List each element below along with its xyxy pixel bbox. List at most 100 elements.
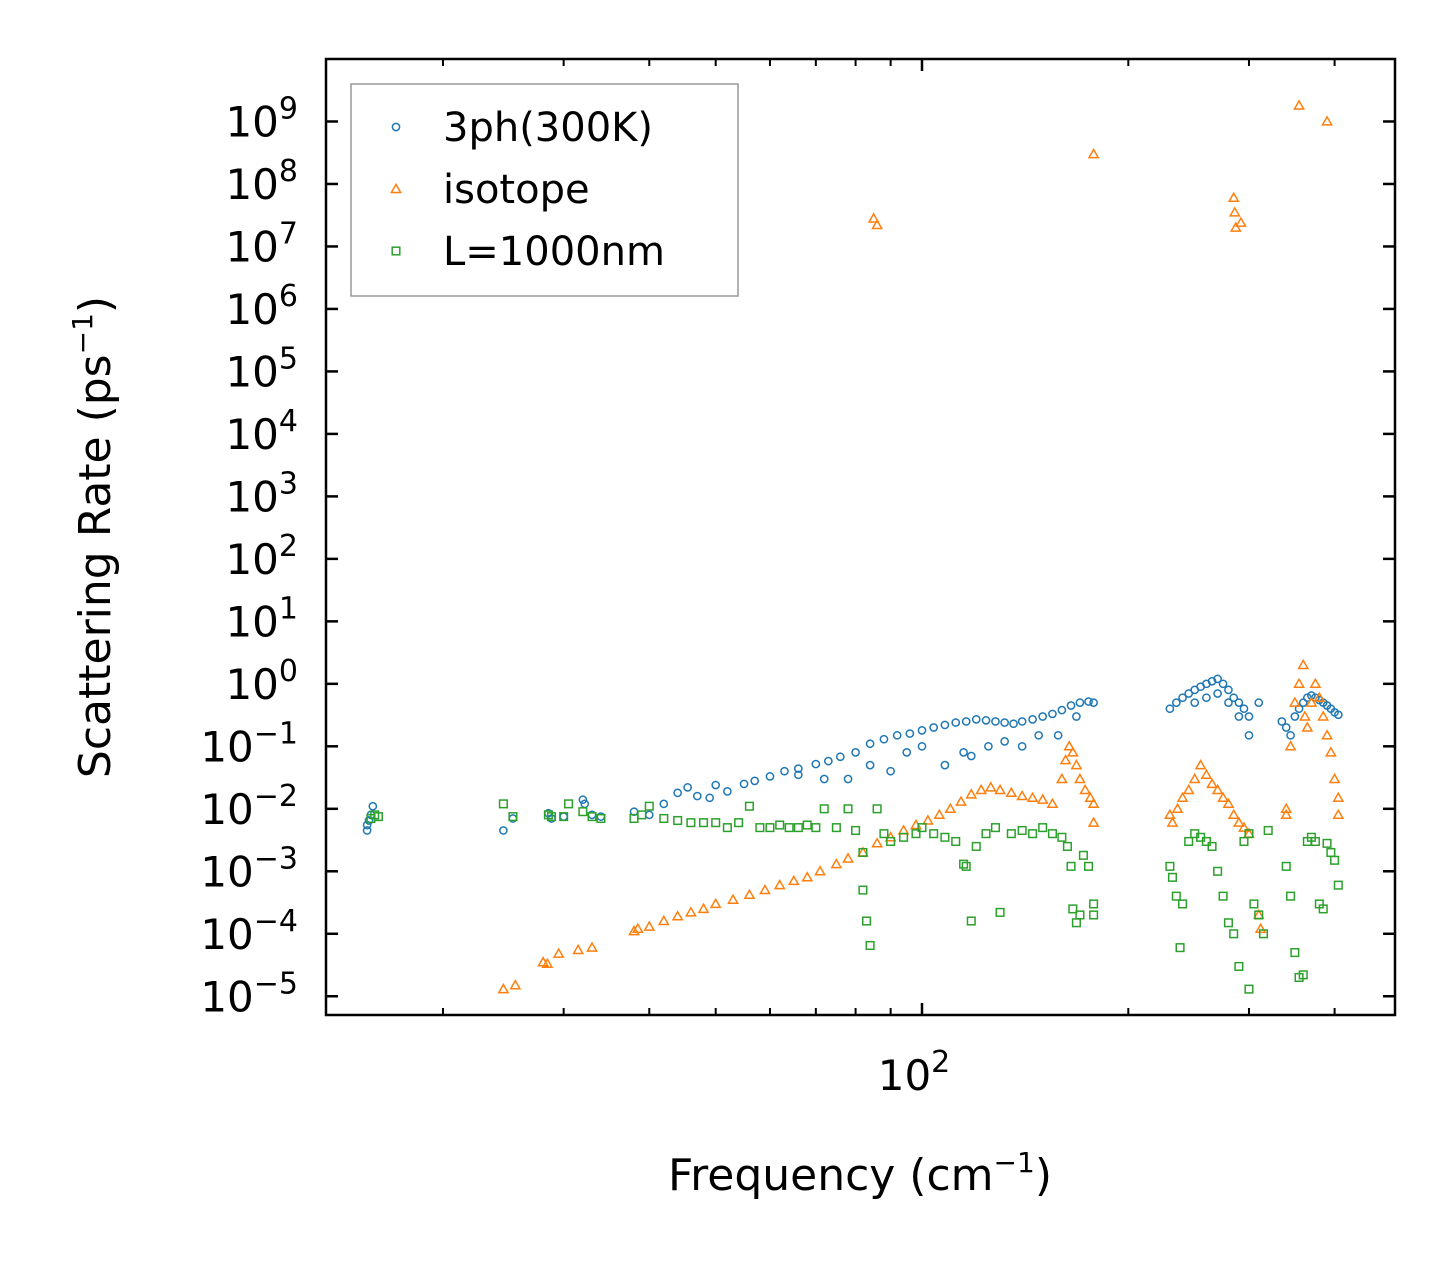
data-point	[801, 871, 814, 882]
y-tick-label: 10−5	[200, 966, 298, 1021]
y-tick-label: 109	[225, 91, 298, 146]
data-point	[1228, 206, 1241, 217]
data-point	[368, 801, 378, 811]
data-point	[843, 804, 853, 814]
plot-frame	[324, 57, 1397, 1017]
data-point	[1087, 816, 1100, 827]
data-point	[1333, 880, 1343, 890]
y-tick-label: 101	[225, 591, 298, 646]
data-point	[959, 748, 968, 757]
data-point	[498, 799, 508, 809]
data-point	[1017, 741, 1027, 751]
data-point	[865, 940, 875, 951]
data-point	[1298, 710, 1311, 721]
data-point	[1305, 696, 1318, 707]
data-point	[1310, 836, 1320, 847]
data-point	[1089, 698, 1098, 707]
series-square	[366, 799, 1343, 994]
data-point	[793, 764, 803, 773]
data-point	[364, 816, 374, 825]
data-point	[793, 770, 803, 780]
data-point	[587, 812, 597, 822]
y-tick-label: 102	[225, 529, 298, 584]
data-point	[643, 920, 656, 931]
data-point	[373, 812, 383, 822]
data-point	[1298, 970, 1308, 980]
data-point	[1211, 783, 1224, 795]
data-point	[971, 841, 981, 851]
data-point	[1016, 789, 1029, 801]
data-point	[899, 832, 909, 842]
data-point	[1238, 821, 1250, 832]
data-point	[1301, 721, 1314, 732]
data-point	[673, 788, 682, 798]
data-point	[683, 783, 692, 792]
data-point	[1166, 816, 1179, 827]
data-point	[1239, 836, 1249, 847]
data-point	[892, 730, 902, 740]
y-tick-label: 108	[225, 154, 298, 209]
data-point	[671, 910, 684, 921]
data-point	[1089, 899, 1099, 909]
legend: 3ph(300K) isotope L=1000nm	[350, 83, 739, 297]
data-point	[842, 852, 854, 863]
data-point	[659, 799, 669, 809]
data-point	[1229, 929, 1239, 939]
data-point	[1000, 737, 1009, 746]
data-point	[1087, 797, 1100, 809]
data-point	[1059, 754, 1072, 765]
data-point	[1075, 910, 1085, 920]
legend-box	[350, 83, 739, 297]
data-point	[1235, 216, 1247, 227]
data-point	[1089, 910, 1099, 920]
data-point	[1332, 791, 1345, 803]
data-point	[1017, 717, 1027, 726]
data-point	[578, 795, 588, 805]
data-point	[1028, 829, 1038, 839]
data-point	[628, 925, 640, 936]
data-point	[1318, 904, 1328, 914]
data-point	[966, 751, 976, 761]
data-point	[1075, 698, 1085, 707]
data-point	[546, 812, 557, 822]
data-point	[1068, 904, 1078, 914]
data-point	[508, 812, 518, 822]
data-point	[1072, 712, 1081, 721]
x-axis-label: Frequency (cm−1)	[668, 1146, 1052, 1201]
data-point	[819, 804, 829, 814]
data-point	[1078, 850, 1088, 860]
data-point	[1223, 918, 1233, 928]
data-point	[1074, 772, 1086, 784]
data-point	[1213, 689, 1222, 698]
data-point	[1328, 772, 1341, 784]
data-point	[1234, 961, 1244, 971]
x-tick-label: 102	[878, 1045, 951, 1100]
data-point	[1332, 808, 1345, 820]
data-point	[697, 902, 710, 914]
data-point	[1244, 712, 1254, 721]
data-point	[723, 787, 732, 796]
data-point	[1206, 777, 1218, 789]
data-point	[765, 823, 775, 833]
data-point	[1178, 899, 1188, 909]
data-point	[552, 947, 565, 958]
data-point	[951, 718, 961, 727]
y-tick-label: 104	[225, 404, 298, 459]
data-point	[1213, 674, 1222, 684]
data-point	[1079, 783, 1092, 795]
data-point	[1194, 759, 1207, 770]
data-point	[1213, 866, 1223, 876]
data-point	[940, 720, 950, 730]
data-point	[1258, 929, 1269, 939]
y-tick-label: 106	[225, 279, 298, 334]
data-point	[1321, 115, 1333, 126]
data-point	[1280, 808, 1293, 820]
data-point	[1254, 698, 1264, 707]
data-point	[851, 825, 861, 836]
data-point	[975, 783, 988, 795]
data-point	[684, 906, 697, 917]
data-point	[739, 779, 749, 789]
data-point	[929, 829, 939, 839]
data-point	[811, 823, 821, 833]
data-point	[1200, 768, 1213, 780]
